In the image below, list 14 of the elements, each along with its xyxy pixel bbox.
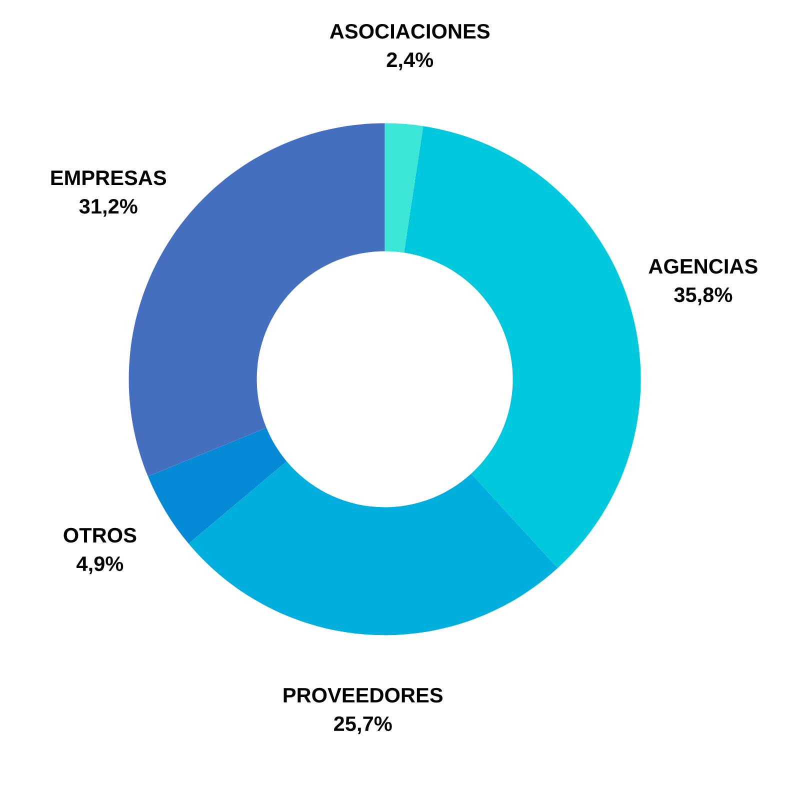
slice-label: EMPRESAS [51,170,166,186]
slice-label: AGENCIAS [648,258,758,274]
data-label: 4,9% [76,556,124,574]
slice-label: PROVEEDORES [284,688,443,703]
slice-label: ASOCIACIONES [330,24,490,39]
donut-slice [188,461,558,636]
data-label: 25,7% [334,716,392,734]
data-label: 35,8% [674,287,732,306]
data-label: 31,2% [79,198,138,217]
slice-label: OTROS [64,528,136,543]
donut-slice [404,126,641,568]
data-label: 2,4% [386,52,434,70]
donut-slice [384,123,424,253]
donut-slice [148,428,287,544]
